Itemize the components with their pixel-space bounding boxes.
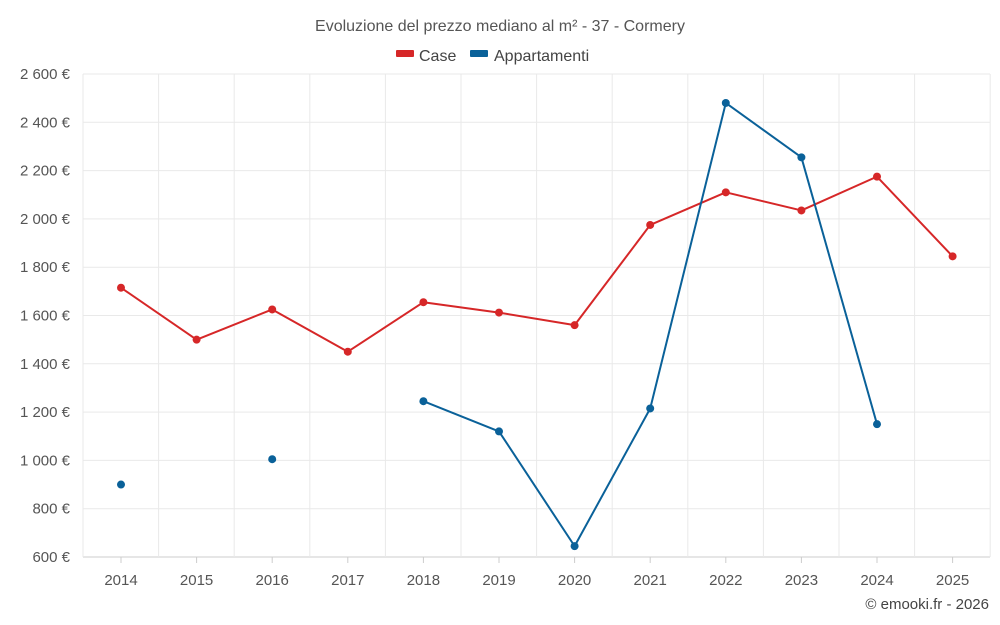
y-tick-label: 600 € <box>32 549 70 566</box>
data-point-case[interactable] <box>797 206 806 215</box>
y-tick-label: 1 000 € <box>20 452 71 469</box>
y-tick-label: 2 600 € <box>20 66 71 83</box>
data-point-case[interactable] <box>343 347 352 356</box>
y-tick-label: 2 000 € <box>20 211 71 228</box>
data-point-appartamenti[interactable] <box>117 480 125 489</box>
data-point-case[interactable] <box>873 172 881 181</box>
data-point-appartamenti[interactable] <box>797 153 806 162</box>
data-point-appartamenti[interactable] <box>646 404 655 413</box>
data-point-case[interactable] <box>419 298 428 307</box>
data-point-appartamenti[interactable] <box>721 98 730 107</box>
legend-swatch-appartamenti <box>470 50 488 57</box>
y-tick-label: 1 400 € <box>20 356 71 373</box>
x-tick-label: 2024 <box>860 572 893 589</box>
x-tick-label: 2017 <box>331 572 364 589</box>
legend: Case Appartamenti <box>396 48 589 65</box>
x-tick-label: 2025 <box>936 572 969 589</box>
legend-item-appartamenti[interactable]: Appartamenti <box>470 48 589 65</box>
y-tick-label: 1 200 € <box>20 404 71 421</box>
x-tick-label: 2015 <box>180 572 213 589</box>
data-point-appartamenti[interactable] <box>268 455 277 464</box>
y-tick-label: 1 600 € <box>20 308 71 325</box>
data-point-appartamenti[interactable] <box>419 397 428 406</box>
x-tick-label: 2021 <box>634 572 667 589</box>
data-point-appartamenti[interactable] <box>495 427 503 436</box>
x-tick-label: 2016 <box>256 572 289 589</box>
data-point-case[interactable] <box>495 308 503 317</box>
y-tick-label: 1 800 € <box>20 259 71 276</box>
y-tick-label: 2 400 € <box>20 114 71 131</box>
data-point-case[interactable] <box>948 252 957 261</box>
series-line-appartamenti <box>423 101 878 548</box>
legend-swatch-case <box>396 50 414 57</box>
series-layer <box>117 98 957 551</box>
data-point-appartamenti[interactable] <box>570 542 579 551</box>
legend-item-case[interactable]: Case <box>396 48 456 65</box>
x-tick-label: 2014 <box>104 572 137 589</box>
x-tick-label: 2020 <box>558 572 591 589</box>
series-appartamenti <box>117 98 881 551</box>
x-axis: 2014 2015 2016 2017 2018 2019 2020 2021 2022 2023… <box>104 557 969 589</box>
data-point-case[interactable] <box>646 220 655 229</box>
y-tick-label: 800 € <box>32 501 70 518</box>
data-point-case[interactable] <box>117 283 125 292</box>
data-point-case[interactable] <box>268 305 277 314</box>
grid <box>82 73 991 558</box>
y-axis: 600 € 800 € 1 000 € 1 200 € 1 400 € 1 600 € 1 … <box>20 66 71 566</box>
data-point-appartamenti[interactable] <box>873 420 881 429</box>
data-point-case[interactable] <box>192 335 201 344</box>
legend-label-appartamenti: Appartamenti <box>494 48 589 65</box>
data-point-case[interactable] <box>721 188 730 197</box>
data-point-case[interactable] <box>570 321 579 330</box>
x-tick-label: 2018 <box>407 572 440 589</box>
y-tick-label: 2 200 € <box>20 163 71 180</box>
chart-title: Evoluzione del prezzo mediano al m² - 37… <box>315 18 685 35</box>
legend-label-case: Case <box>419 48 456 65</box>
x-tick-label: 2022 <box>709 572 742 589</box>
x-tick-label: 2019 <box>482 572 515 589</box>
credit-text: © emooki.fr - 2026 <box>865 596 989 613</box>
x-tick-label: 2023 <box>785 572 818 589</box>
